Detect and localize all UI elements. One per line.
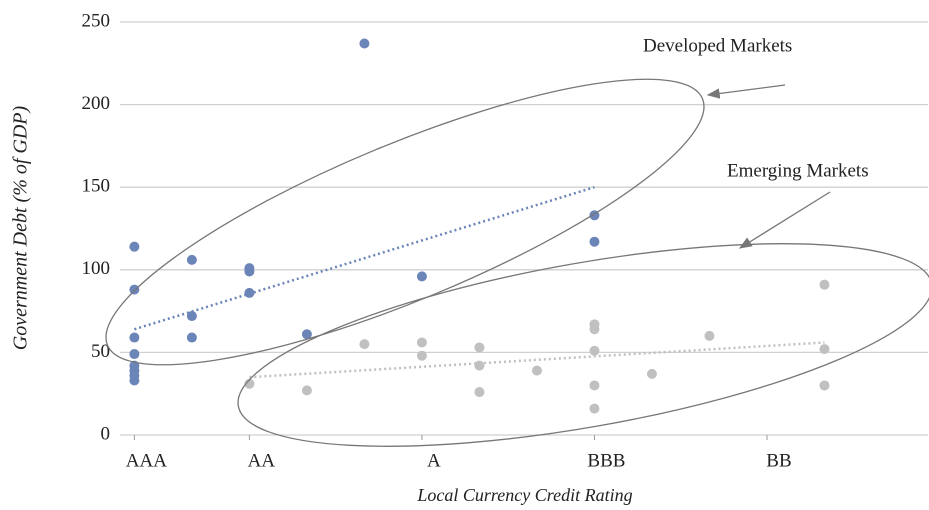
- data-point: [819, 344, 830, 355]
- emerging-ellipse: [237, 243, 929, 447]
- y-tick-label: 150: [82, 176, 111, 197]
- data-point: [244, 287, 255, 298]
- y-axis-title: Government Debt (% of GDP): [10, 105, 32, 350]
- data-point: [589, 236, 600, 247]
- data-point: [129, 284, 140, 295]
- data-point: [416, 350, 427, 361]
- data-point: [474, 387, 485, 398]
- data-point: [589, 324, 600, 335]
- data-point: [474, 360, 485, 371]
- data-point: [244, 378, 255, 389]
- x-tick-label: BBB: [587, 450, 625, 471]
- data-point: [474, 342, 485, 353]
- data-point: [129, 332, 140, 343]
- data-point: [129, 241, 140, 252]
- data-point: [589, 403, 600, 414]
- x-tick-label: AAA: [126, 450, 167, 471]
- y-tick-label: 0: [101, 423, 111, 444]
- annotation: Developed Markets: [643, 35, 792, 56]
- annotation: Emerging Markets: [727, 160, 869, 181]
- data-point: [129, 375, 140, 386]
- y-tick-label: 250: [82, 10, 111, 31]
- data-point: [301, 329, 312, 340]
- data-point: [359, 38, 370, 49]
- data-point: [589, 345, 600, 356]
- data-point: [359, 339, 370, 350]
- arrow: [706, 84, 786, 99]
- data-point: [186, 254, 197, 265]
- data-point: [129, 349, 140, 360]
- data-point: [646, 368, 657, 379]
- x-tick-label: AA: [248, 450, 276, 471]
- trend-line: [134, 186, 595, 331]
- arrow: [738, 191, 831, 249]
- data-point: [589, 380, 600, 391]
- trend-line: [249, 341, 825, 379]
- y-tick-label: 50: [91, 341, 110, 362]
- data-point: [416, 337, 427, 348]
- data-point: [819, 380, 830, 391]
- data-point: [301, 385, 312, 396]
- x-tick-label: A: [427, 450, 441, 471]
- data-point: [186, 332, 197, 343]
- data-point: [416, 271, 427, 282]
- data-point: [244, 266, 255, 277]
- data-point: [531, 365, 542, 376]
- x-axis-title: Local Currency Credit Rating: [416, 485, 632, 505]
- data-point: [704, 330, 715, 341]
- developed-ellipse: [105, 78, 705, 366]
- x-tick-label: BB: [766, 450, 791, 471]
- y-tick-label: 200: [82, 93, 111, 114]
- data-point: [819, 279, 830, 290]
- y-tick-label: 100: [82, 258, 111, 279]
- data-point: [186, 311, 197, 322]
